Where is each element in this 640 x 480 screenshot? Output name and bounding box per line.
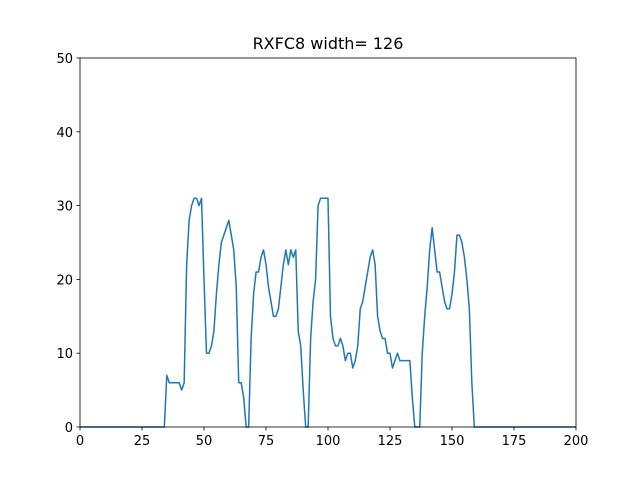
y-tick-label: 20 xyxy=(56,273,73,288)
y-tick-label: 30 xyxy=(56,200,73,215)
y-tick-label: 0 xyxy=(65,421,73,436)
y-tick-label: 10 xyxy=(56,347,73,362)
x-tick-label: 75 xyxy=(258,434,275,449)
y-tick-label: 40 xyxy=(56,126,73,141)
x-tick-label: 50 xyxy=(196,434,213,449)
x-tick-label: 200 xyxy=(564,434,589,449)
x-tick-label: 25 xyxy=(134,434,151,449)
x-tick-label: 100 xyxy=(316,434,341,449)
x-tick-label: 125 xyxy=(378,434,403,449)
y-tick-label: 50 xyxy=(56,52,73,67)
data-line xyxy=(80,197,576,428)
x-tick-label: 150 xyxy=(440,434,465,449)
x-tick-label: 175 xyxy=(502,434,527,449)
chart-title: RXFC8 width= 126 xyxy=(253,34,404,53)
x-tick-label: 0 xyxy=(76,434,84,449)
